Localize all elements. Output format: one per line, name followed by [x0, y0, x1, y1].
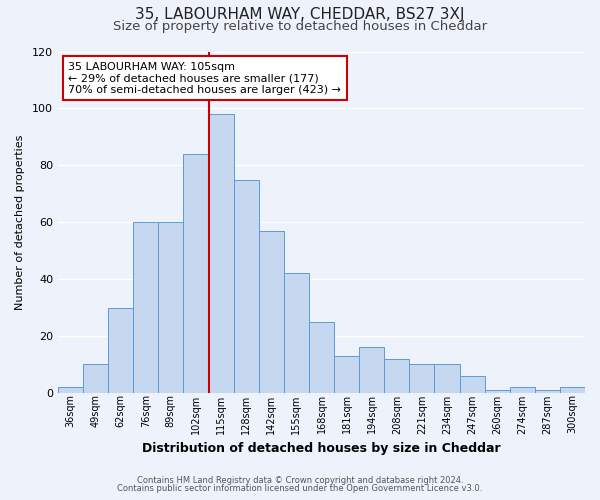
Bar [434, 364, 460, 393]
Bar [284, 274, 309, 393]
Bar [209, 114, 233, 393]
Bar [309, 322, 334, 393]
Bar [485, 390, 510, 393]
Bar [359, 348, 384, 393]
Bar [108, 308, 133, 393]
Bar [158, 222, 184, 393]
Bar [460, 376, 485, 393]
Bar [560, 387, 585, 393]
Bar [510, 387, 535, 393]
Bar [58, 387, 83, 393]
Text: 35, LABOURHAM WAY, CHEDDAR, BS27 3XJ: 35, LABOURHAM WAY, CHEDDAR, BS27 3XJ [135, 8, 465, 22]
Bar [409, 364, 434, 393]
Y-axis label: Number of detached properties: Number of detached properties [15, 134, 25, 310]
Bar [384, 359, 409, 393]
Text: Contains HM Land Registry data © Crown copyright and database right 2024.: Contains HM Land Registry data © Crown c… [137, 476, 463, 485]
Bar [133, 222, 158, 393]
Bar [535, 390, 560, 393]
Bar [184, 154, 209, 393]
Text: 35 LABOURHAM WAY: 105sqm
← 29% of detached houses are smaller (177)
70% of semi-: 35 LABOURHAM WAY: 105sqm ← 29% of detach… [68, 62, 341, 95]
Bar [233, 180, 259, 393]
Bar [83, 364, 108, 393]
Bar [259, 230, 284, 393]
X-axis label: Distribution of detached houses by size in Cheddar: Distribution of detached houses by size … [142, 442, 501, 455]
Text: Size of property relative to detached houses in Cheddar: Size of property relative to detached ho… [113, 20, 487, 33]
Text: Contains public sector information licensed under the Open Government Licence v3: Contains public sector information licen… [118, 484, 482, 493]
Bar [334, 356, 359, 393]
